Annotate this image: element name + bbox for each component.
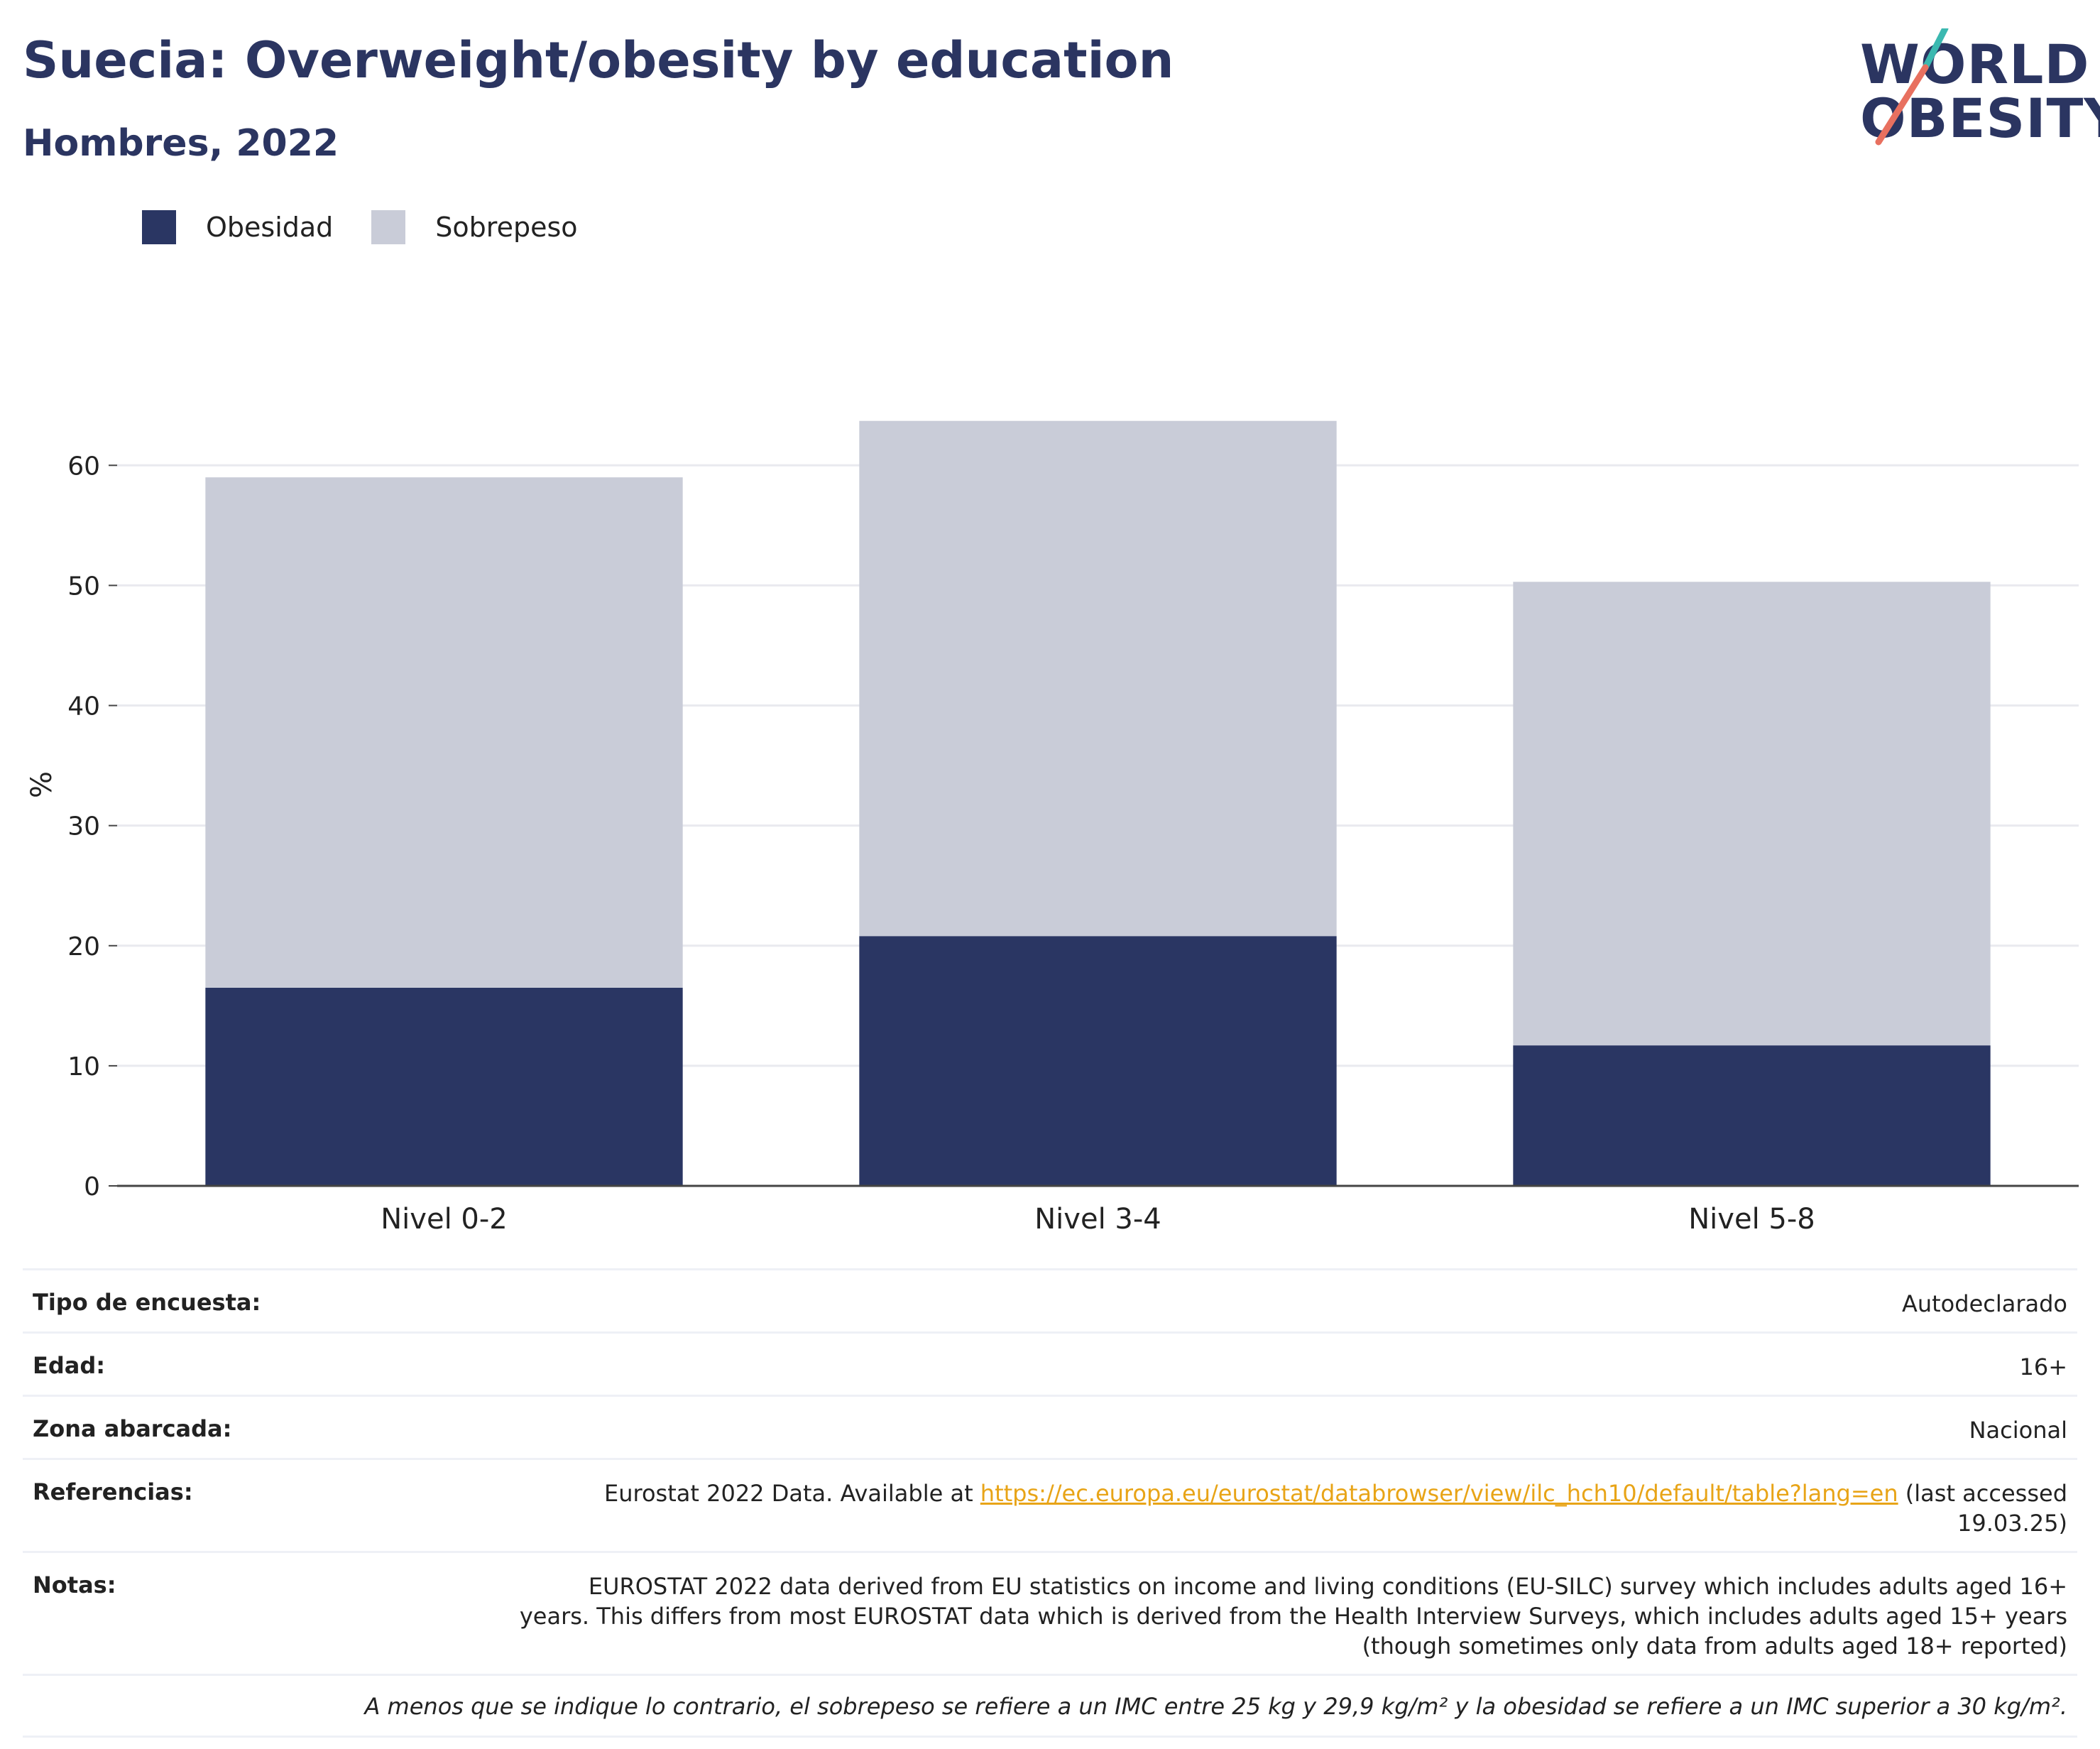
info-row-notes: Notas: EUROSTAT 2022 data derived from E… (23, 1551, 2077, 1674)
x-tick-label: Nivel 5-8 (1688, 1203, 1815, 1236)
age-label: Edad: (33, 1352, 106, 1379)
references-label: Referencias: (33, 1478, 193, 1505)
y-tick-label: 10 (67, 1052, 100, 1081)
notes-value: EUROSTAT 2022 data derived from EU stati… (520, 1571, 2067, 1661)
bar-sobrepeso-2 (859, 420, 1337, 937)
bar-sobrepeso-3 (1513, 582, 1991, 1046)
survey-type-value: Autodeclarado (1901, 1290, 2067, 1317)
legend-item-sobrepeso: Sobrepeso (371, 210, 578, 244)
logo-slash-icon (1875, 28, 1949, 146)
info-row-area: Zona abarcada: Nacional (23, 1395, 2077, 1458)
notes-line-2: years. This differs from most EUROSTAT d… (519, 1603, 2067, 1630)
chart-subtitle: Hombres, 2022 (23, 122, 339, 165)
legend-swatch-sobrepeso (371, 210, 406, 244)
area-value: Nacional (1969, 1417, 2067, 1444)
chart-legend: Obesidad Sobrepeso (142, 210, 616, 244)
legend-label-sobrepeso: Sobrepeso (435, 212, 578, 243)
chart-title: Suecia: Overweight/obesity by education (23, 31, 1174, 89)
bar-sobrepeso-1 (205, 477, 683, 988)
references-prefix: Eurostat 2022 Data. Available at (604, 1480, 980, 1507)
legend-item-obesidad: Obesidad (142, 210, 333, 244)
footnote: A menos que se indique lo contrario, el … (23, 1674, 2077, 1738)
y-tick-label: 30 (67, 812, 100, 841)
legend-label-obesidad: Obesidad (206, 212, 334, 243)
bar-obesidad-1 (205, 987, 683, 1186)
bar-chart: 0 10 20 30 40 50 60% Nivel 0-2 Nivel 3-4 Nivel 5-… (26, 420, 2079, 1236)
y-tick-label: 60 (67, 452, 100, 481)
world-obesity-logo: WORLD OBESITY (1846, 28, 2100, 156)
age-value: 16+ (2019, 1353, 2067, 1380)
info-row-references: Referencias: Eurostat 2022 Data. Availab… (23, 1458, 2077, 1551)
x-tick-label: Nivel 0-2 (381, 1203, 507, 1236)
info-row-age: Edad: 16+ (23, 1331, 2077, 1395)
y-tick-label: 20 (67, 932, 100, 961)
logo-line-2: OBESITY (1860, 87, 2100, 150)
references-link[interactable]: https://ec.europa.eu/eurostat/databrowse… (980, 1480, 1898, 1507)
references-value: Eurostat 2022 Data. Available at https:/… (604, 1478, 2067, 1538)
notes-line-1: EUROSTAT 2022 data derived from EU stati… (588, 1573, 2067, 1600)
area-label: Zona abarcada: (33, 1415, 232, 1442)
y-tick-label: 0 (84, 1172, 100, 1202)
y-tick-label: 40 (67, 692, 100, 721)
logo-line-1: WORLD (1860, 33, 2090, 96)
y-tick-label: 50 (67, 572, 100, 601)
references-suffix: (last accessed (1898, 1480, 2067, 1507)
notes-line-3: (though sometimes only data from adults … (1362, 1633, 2067, 1660)
references-date: 19.03.25) (1957, 1510, 2067, 1537)
x-tick-label: Nivel 3-4 (1034, 1203, 1161, 1236)
info-table: Tipo de encuesta: Autodeclarado Edad: 16… (23, 1268, 2077, 1738)
legend-swatch-obesidad (142, 210, 176, 244)
bar-obesidad-3 (1513, 1045, 1991, 1186)
info-row-survey-type: Tipo de encuesta: Autodeclarado (23, 1268, 2077, 1331)
notes-label: Notas: (33, 1571, 116, 1598)
survey-type-label: Tipo de encuesta: (33, 1289, 261, 1316)
bar-obesidad-2 (859, 936, 1337, 1186)
y-axis-label: % (26, 771, 58, 798)
